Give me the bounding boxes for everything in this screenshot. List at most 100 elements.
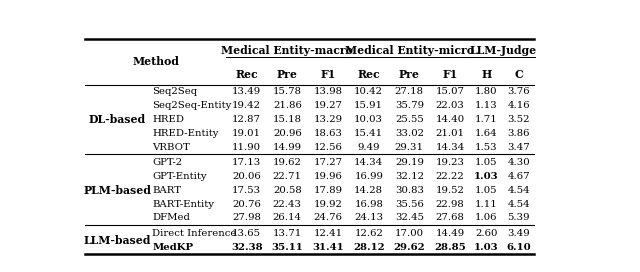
Text: 19.27: 19.27	[314, 101, 342, 110]
Text: 22.98: 22.98	[436, 200, 465, 209]
Text: 1.05: 1.05	[476, 186, 498, 195]
Text: 19.92: 19.92	[314, 200, 342, 209]
Text: LLM-Judge: LLM-Judge	[469, 45, 536, 57]
Text: 13.65: 13.65	[232, 229, 261, 238]
Text: 14.99: 14.99	[273, 143, 302, 152]
Text: 26.14: 26.14	[273, 214, 302, 222]
Text: Rec: Rec	[236, 69, 258, 79]
Text: Seq2Seq: Seq2Seq	[152, 87, 198, 96]
Text: 4.30: 4.30	[508, 158, 530, 167]
Text: 27.68: 27.68	[436, 214, 465, 222]
Text: 3.47: 3.47	[508, 143, 530, 152]
Text: 12.56: 12.56	[314, 143, 342, 152]
Text: 1.80: 1.80	[476, 87, 498, 96]
Text: 32.12: 32.12	[395, 172, 424, 181]
Text: 12.62: 12.62	[354, 229, 383, 238]
Text: 1.05: 1.05	[476, 158, 498, 167]
Text: 14.49: 14.49	[435, 229, 465, 238]
Text: F1: F1	[442, 69, 458, 79]
Text: 1.71: 1.71	[475, 115, 498, 124]
Text: 31.41: 31.41	[312, 243, 344, 252]
Text: 35.56: 35.56	[395, 200, 424, 209]
Text: 29.31: 29.31	[395, 143, 424, 152]
Text: 13.49: 13.49	[232, 87, 261, 96]
Text: 20.76: 20.76	[232, 200, 261, 209]
Text: 11.90: 11.90	[232, 143, 261, 152]
Text: 35.11: 35.11	[271, 243, 303, 252]
Text: 1.03: 1.03	[474, 243, 499, 252]
Text: 27.18: 27.18	[395, 87, 424, 96]
Text: 1.03: 1.03	[474, 172, 499, 181]
Text: PLM-based: PLM-based	[83, 185, 151, 196]
Text: 13.98: 13.98	[314, 87, 342, 96]
Text: 21.01: 21.01	[435, 129, 465, 138]
Text: 35.79: 35.79	[395, 101, 424, 110]
Text: 17.89: 17.89	[314, 186, 342, 195]
Text: Rec: Rec	[357, 69, 380, 79]
Text: 1.06: 1.06	[476, 214, 498, 222]
Text: 3.76: 3.76	[508, 87, 530, 96]
Text: Medical Entity-micro: Medical Entity-micro	[345, 45, 474, 57]
Text: 14.28: 14.28	[354, 186, 383, 195]
Text: 1.64: 1.64	[475, 129, 498, 138]
Text: 14.34: 14.34	[354, 158, 383, 167]
Text: Method: Method	[132, 57, 179, 67]
Text: 21.86: 21.86	[273, 101, 302, 110]
Text: Medical Entity-macro: Medical Entity-macro	[221, 45, 353, 57]
Text: 17.13: 17.13	[232, 158, 261, 167]
Text: 4.16: 4.16	[508, 101, 530, 110]
Text: 9.49: 9.49	[357, 143, 380, 152]
Text: 19.52: 19.52	[436, 186, 465, 195]
Text: 12.41: 12.41	[314, 229, 342, 238]
Text: 15.91: 15.91	[354, 101, 383, 110]
Text: 17.53: 17.53	[232, 186, 261, 195]
Text: 17.00: 17.00	[395, 229, 424, 238]
Text: 28.12: 28.12	[353, 243, 385, 252]
Text: 6.10: 6.10	[506, 243, 531, 252]
Text: 4.67: 4.67	[508, 172, 530, 181]
Text: 1.13: 1.13	[475, 101, 498, 110]
Text: HRED: HRED	[152, 115, 184, 124]
Text: 3.86: 3.86	[508, 129, 530, 138]
Text: 3.49: 3.49	[508, 229, 530, 238]
Text: 4.54: 4.54	[508, 186, 530, 195]
Text: 3.52: 3.52	[508, 115, 530, 124]
Text: 15.41: 15.41	[354, 129, 383, 138]
Text: VRBOT: VRBOT	[152, 143, 190, 152]
Text: 27.98: 27.98	[232, 214, 261, 222]
Text: F1: F1	[320, 69, 336, 79]
Text: 32.38: 32.38	[231, 243, 262, 252]
Text: DL-based: DL-based	[88, 114, 146, 125]
Text: 20.96: 20.96	[273, 129, 301, 138]
Text: 20.06: 20.06	[232, 172, 261, 181]
Text: 5.39: 5.39	[508, 214, 530, 222]
Text: 22.43: 22.43	[273, 200, 302, 209]
Text: 22.22: 22.22	[436, 172, 465, 181]
Text: Pre: Pre	[277, 69, 298, 79]
Text: Seq2Seq-Entity: Seq2Seq-Entity	[152, 101, 232, 110]
Text: 15.07: 15.07	[435, 87, 465, 96]
Text: 16.98: 16.98	[354, 200, 383, 209]
Text: DFMed: DFMed	[152, 214, 190, 222]
Text: 30.83: 30.83	[395, 186, 424, 195]
Text: 1.11: 1.11	[475, 200, 498, 209]
Text: MedKP: MedKP	[152, 243, 193, 252]
Text: BART: BART	[152, 186, 181, 195]
Text: 16.99: 16.99	[354, 172, 383, 181]
Text: 10.42: 10.42	[354, 87, 383, 96]
Text: GPT-Entity: GPT-Entity	[152, 172, 207, 181]
Text: 25.55: 25.55	[395, 115, 424, 124]
Text: 29.62: 29.62	[394, 243, 425, 252]
Text: H: H	[481, 69, 492, 79]
Text: 17.27: 17.27	[314, 158, 342, 167]
Text: 13.71: 13.71	[273, 229, 302, 238]
Text: 15.78: 15.78	[273, 87, 302, 96]
Text: 20.58: 20.58	[273, 186, 301, 195]
Text: LLM-based: LLM-based	[83, 235, 151, 246]
Text: 1.53: 1.53	[475, 143, 498, 152]
Text: 13.29: 13.29	[314, 115, 342, 124]
Text: 19.96: 19.96	[314, 172, 342, 181]
Text: 15.18: 15.18	[273, 115, 302, 124]
Text: 19.62: 19.62	[273, 158, 302, 167]
Text: 22.71: 22.71	[273, 172, 302, 181]
